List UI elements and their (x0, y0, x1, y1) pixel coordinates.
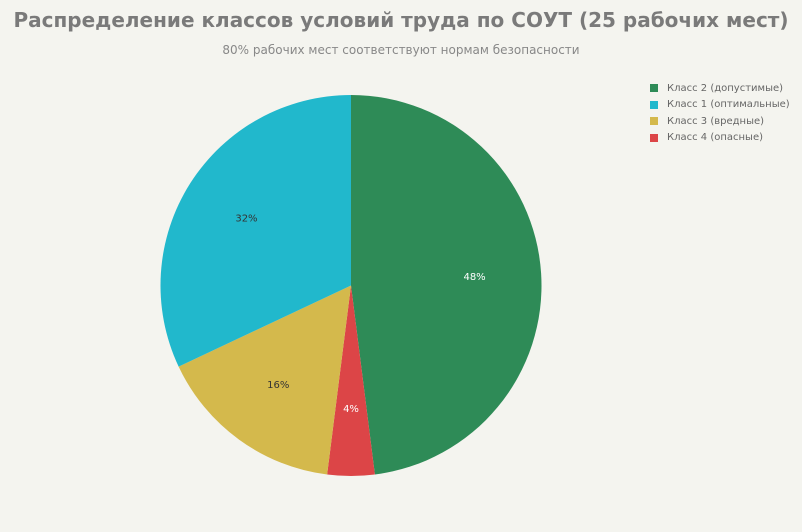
chart-subtitle: 80% рабочих мест соответствуют нормам бе… (222, 43, 580, 57)
legend-item[interactable]: Класс 2 (допустимые) (650, 80, 800, 97)
legend-swatch (650, 117, 658, 126)
pie-slices (160, 95, 542, 477)
legend-swatch (650, 133, 658, 142)
slice-label: 48% (463, 272, 485, 283)
legend-item[interactable]: Класс 3 (вредные) (650, 113, 800, 130)
slice-label: 16% (267, 380, 289, 391)
legend-swatch (650, 100, 658, 109)
legend-label: Класс 3 (вредные) (667, 115, 765, 127)
chart-title: Распределение классов условий труда по С… (13, 8, 789, 32)
pie-slice[interactable] (160, 95, 351, 367)
legend-label: Класс 2 (допустимые) (667, 82, 784, 94)
legend-label: Класс 4 (опасные) (667, 132, 764, 144)
pie-slice-labels: 48% 4% 16% 32% (235, 214, 485, 415)
legend-label: Класс 1 (оптимальные) (667, 99, 790, 111)
slice-label: 32% (235, 214, 257, 225)
legend-item[interactable]: Класс 4 (опасные) (650, 130, 800, 147)
chart-legend: Класс 2 (допустимые) Класс 1 (оптимальны… (650, 80, 800, 146)
legend-swatch (650, 84, 658, 93)
pie-slice[interactable] (351, 95, 542, 475)
pie-slice[interactable] (327, 285, 375, 477)
pie-slice[interactable] (178, 285, 351, 475)
slice-label: 4% (343, 404, 359, 415)
legend-item[interactable]: Класс 1 (оптимальные) (650, 97, 800, 114)
